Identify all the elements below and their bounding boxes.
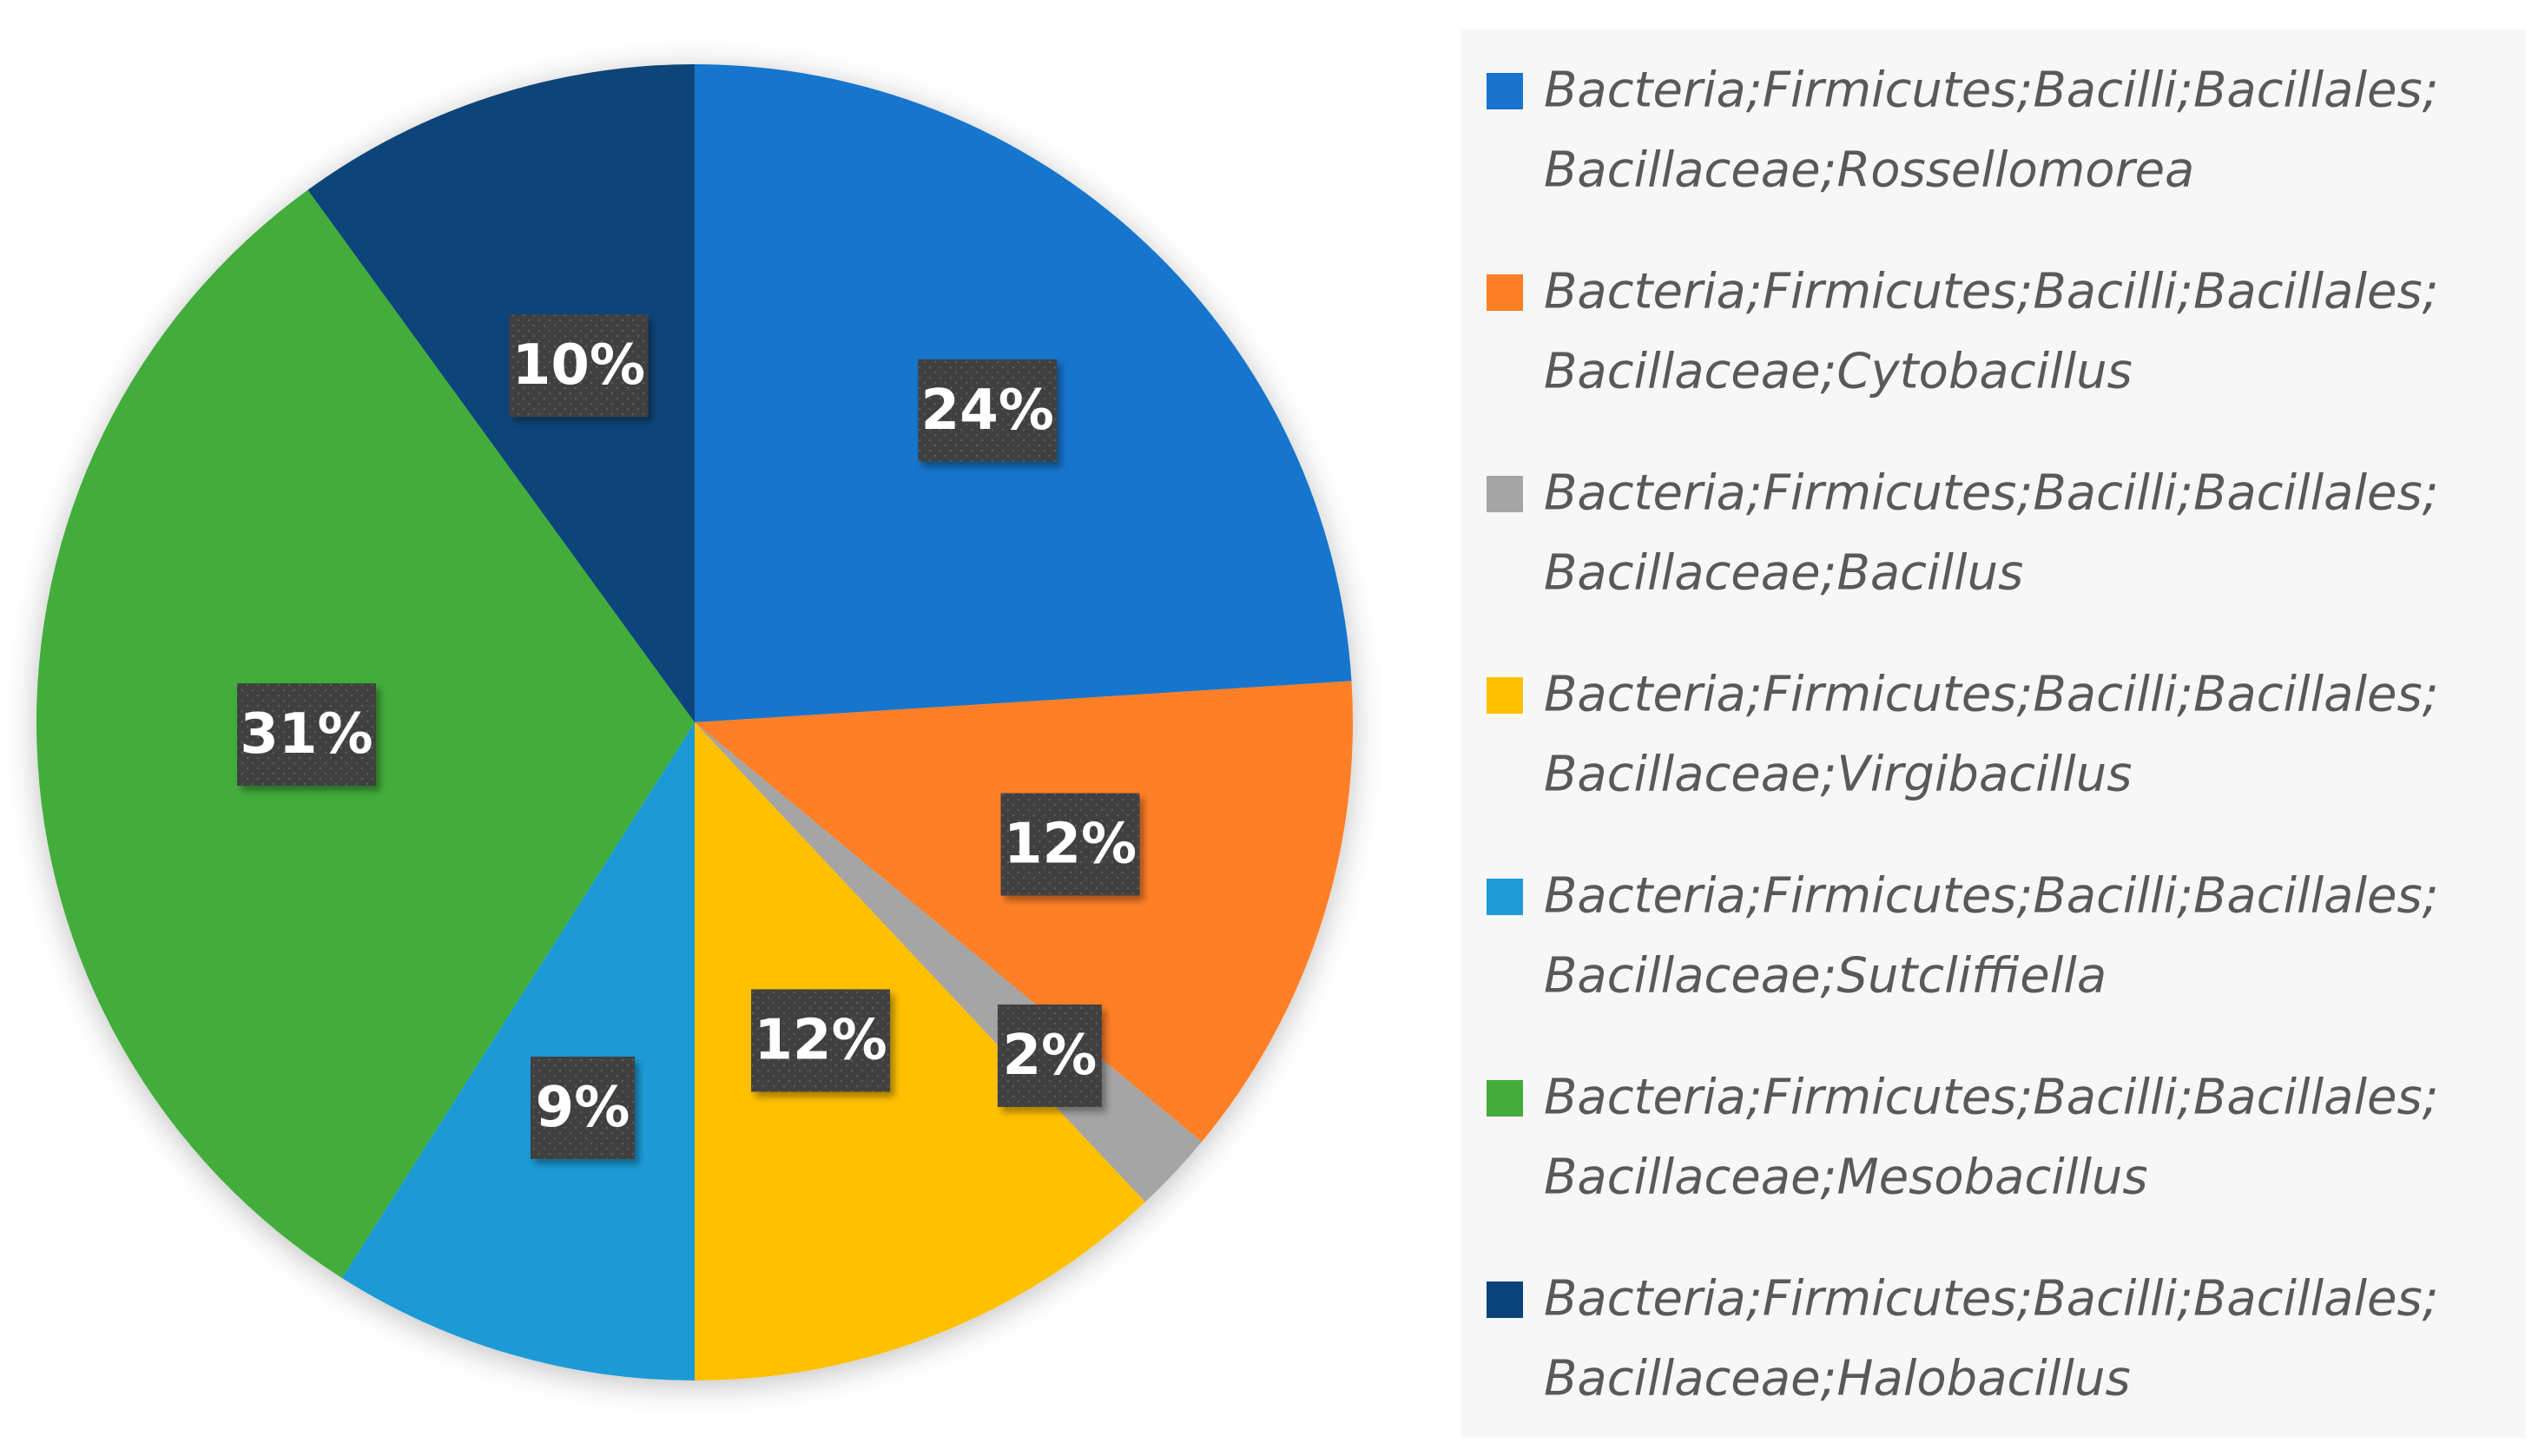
data-label: 10% bbox=[512, 333, 645, 398]
data-labels: 24% 12% 2% 12% 9% 31% 10% bbox=[237, 314, 1140, 1160]
legend-label-line2: Bacillaceae;Cytobacillus bbox=[1544, 344, 2133, 400]
data-label: 12% bbox=[755, 1008, 887, 1072]
legend-swatch bbox=[1487, 73, 1523, 109]
legend-background bbox=[1461, 30, 2526, 1438]
pie-slice bbox=[341, 722, 695, 1380]
legend-label-line1: Bacteria;Firmicutes;Bacilli;Bacillales; bbox=[1544, 465, 2439, 522]
pie-slice bbox=[695, 722, 1145, 1380]
data-label-box bbox=[751, 989, 891, 1092]
data-label-box bbox=[1000, 793, 1140, 896]
legend-label-line2: Bacillaceae;Mesobacillus bbox=[1544, 1150, 2148, 1206]
pie-slices bbox=[36, 64, 1353, 1380]
legend-swatch bbox=[1487, 879, 1523, 915]
data-label-box bbox=[509, 314, 649, 418]
data-label-box bbox=[237, 683, 377, 787]
legend-label-line1: Bacteria;Firmicutes;Bacilli;Bacillales; bbox=[1544, 667, 2439, 723]
legend-label-line2: Bacillaceae;Sutcliffiella bbox=[1544, 948, 2107, 1005]
legend-label-line2: Bacillaceae;Bacillus bbox=[1544, 545, 2023, 602]
legend-swatch bbox=[1487, 1281, 1523, 1318]
legend-swatch bbox=[1487, 476, 1523, 512]
legend-label-line2: Bacillaceae;Virgibacillus bbox=[1544, 747, 2132, 803]
data-label-box bbox=[997, 1004, 1102, 1107]
legend-swatch bbox=[1487, 1080, 1523, 1117]
data-label: 2% bbox=[1003, 1024, 1098, 1088]
legend-label-line1: Bacteria;Firmicutes;Bacilli;Bacillales; bbox=[1544, 63, 2439, 119]
legend-swatch bbox=[1487, 274, 1523, 311]
legend-label-line1: Bacteria;Firmicutes;Bacilli;Bacillales; bbox=[1544, 868, 2439, 925]
data-label: 31% bbox=[240, 702, 373, 767]
data-label: 9% bbox=[536, 1076, 630, 1140]
data-label: 12% bbox=[1004, 813, 1137, 877]
legend-swatch bbox=[1487, 677, 1523, 714]
data-label-box bbox=[531, 1057, 636, 1160]
pie-slice bbox=[695, 681, 1353, 1143]
pie-slice bbox=[307, 64, 695, 722]
data-label-box bbox=[918, 359, 1058, 462]
legend-label-line2: Bacillaceae;Rossellomorea bbox=[1544, 142, 2194, 199]
legend-label-line1: Bacteria;Firmicutes;Bacilli;Bacillales; bbox=[1544, 1070, 2439, 1126]
legend: Bacteria;Firmicutes;Bacilli;Bacillales; B… bbox=[1487, 63, 2439, 1407]
legend-label-line1: Bacteria;Firmicutes;Bacilli;Bacillales; bbox=[1544, 264, 2439, 320]
data-label: 24% bbox=[921, 379, 1054, 443]
legend-label-line2: Bacillaceae;Halobacillus bbox=[1544, 1351, 2131, 1407]
legend-label-line1: Bacteria;Firmicutes;Bacilli;Bacillales; bbox=[1544, 1271, 2439, 1328]
